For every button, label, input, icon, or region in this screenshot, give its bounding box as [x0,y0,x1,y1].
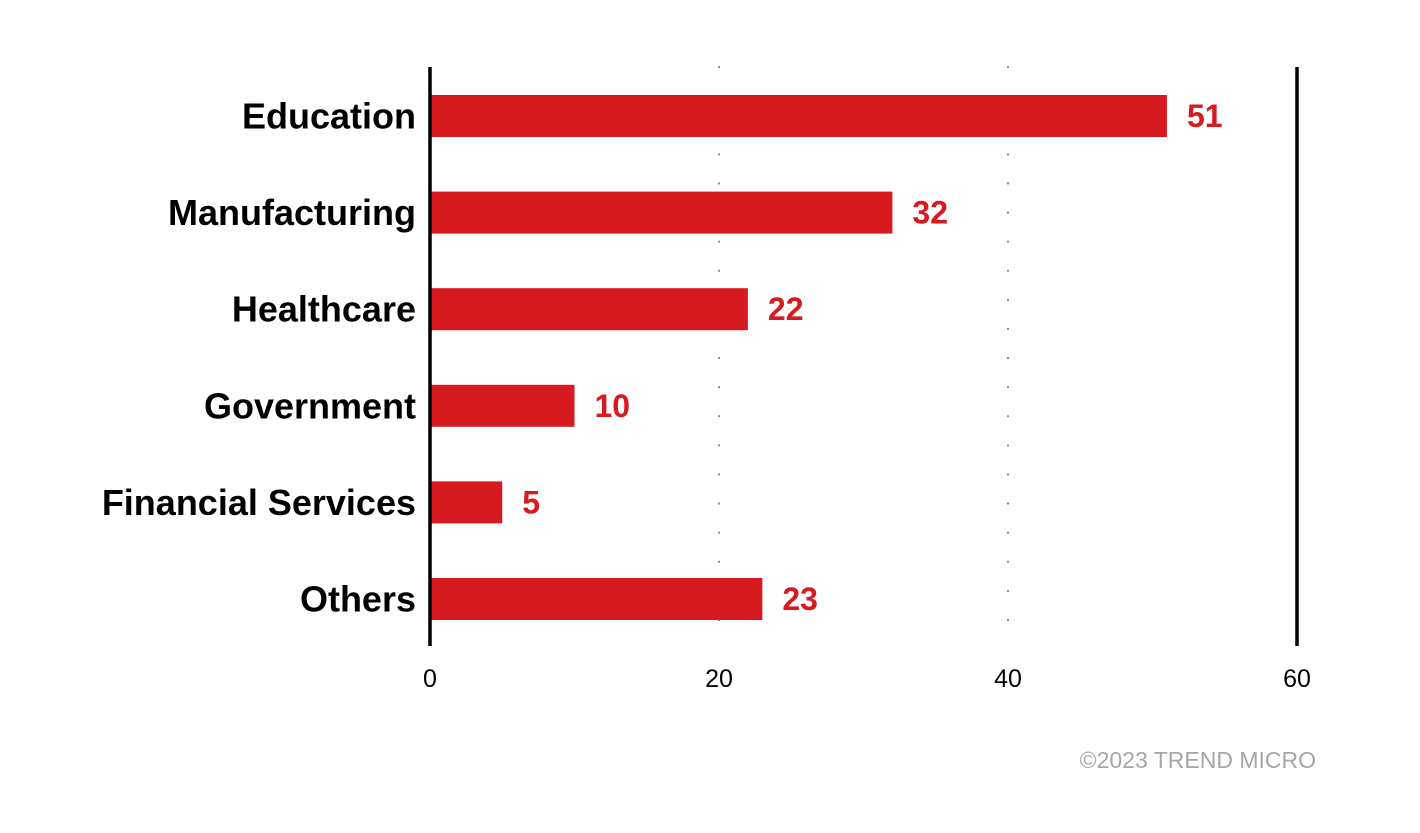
gridlines [717,65,1010,648]
x-tick-label-20: 20 [705,665,733,693]
value-label-education: 51 [1187,98,1223,134]
bar-manufacturing [430,191,893,234]
value-label-manufacturing: 32 [912,195,948,231]
category-label-manufacturing: Manufacturing [168,192,416,233]
bars [430,95,1167,620]
category-labels: Education Manufacturing Healthcare Governme… [102,96,416,620]
value-labels: 51 32 22 10 5 23 [522,98,1222,617]
bar-others [430,578,763,620]
bar-government [430,384,575,427]
x-tick-label-40: 40 [994,665,1022,693]
value-label-others: 23 [782,581,818,617]
bar-education [430,95,1167,137]
bar-financial-services [430,481,503,524]
axes [428,67,1299,646]
category-label-government: Government [204,385,416,426]
copyright-text: ©2023 TREND MICRO [1079,747,1316,773]
x-tick-label-0: 0 [423,665,437,693]
bar-healthcare [430,288,748,331]
value-label-financial-services: 5 [522,484,540,520]
category-label-healthcare: Healthcare [232,289,416,330]
category-label-others: Others [300,579,416,620]
x-tick-label-60: 60 [1283,665,1311,693]
category-label-education: Education [242,96,416,137]
value-label-healthcare: 22 [768,291,804,327]
value-label-government: 10 [595,388,631,424]
category-label-financial-services: Financial Services [102,482,416,523]
x-tick-labels: 0 20 40 60 [423,665,1311,693]
